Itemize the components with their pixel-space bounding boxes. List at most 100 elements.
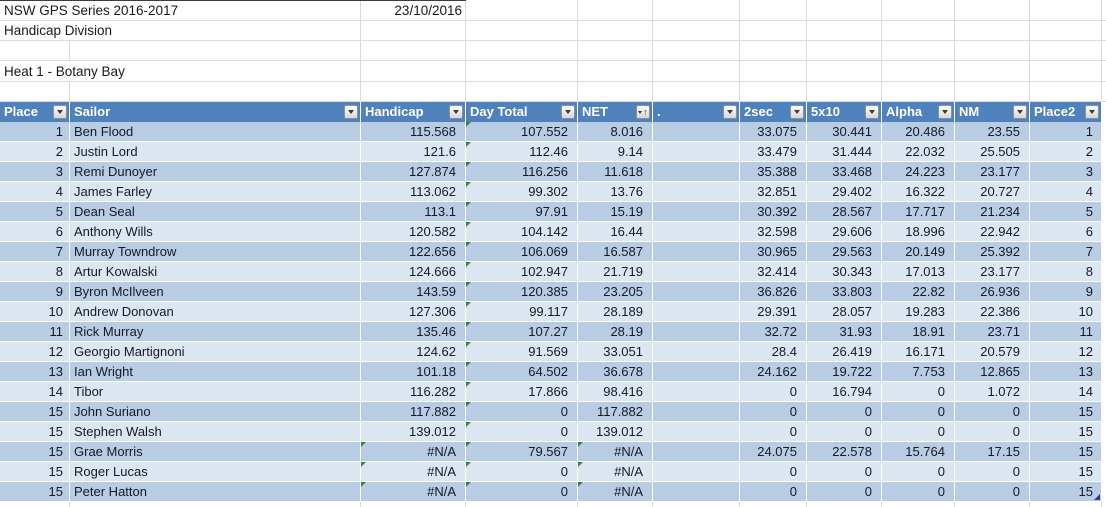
cell-empty[interactable]	[578, 61, 653, 81]
cell-place[interactable]: 12	[0, 342, 70, 362]
cell-empty[interactable]	[466, 82, 578, 101]
cell-alpha[interactable]: 16.171	[882, 342, 955, 362]
cell-handicap[interactable]: #N/A	[361, 442, 466, 462]
cell-empty[interactable]	[882, 82, 955, 101]
cell-dot[interactable]	[653, 362, 740, 382]
cell-empty[interactable]	[466, 61, 578, 81]
cell-sec2[interactable]: 0	[740, 422, 807, 442]
cell-place[interactable]: 15	[0, 442, 70, 462]
cell-alpha[interactable]: 18.996	[882, 222, 955, 242]
cell-dot[interactable]	[653, 122, 740, 142]
cell-x5[interactable]: 29.563	[807, 242, 882, 262]
cell-net[interactable]: 117.882	[578, 402, 653, 422]
report-date-cell[interactable]: 23/10/2016	[361, 0, 466, 20]
cell-empty[interactable]	[807, 41, 882, 60]
filter-button-sailor[interactable]	[344, 105, 358, 119]
cell-alpha[interactable]: 22.032	[882, 142, 955, 162]
cell-handicap[interactable]: 127.306	[361, 302, 466, 322]
cell-alpha[interactable]: 22.82	[882, 282, 955, 302]
cell-empty[interactable]	[70, 82, 361, 101]
cell-net[interactable]: #N/A	[578, 442, 653, 462]
cell-x5[interactable]: 0	[807, 402, 882, 422]
cell-day_total[interactable]: 0	[466, 402, 578, 422]
cell-place2[interactable]: 2	[1030, 142, 1102, 162]
cell-net[interactable]: 11.618	[578, 162, 653, 182]
cell-place[interactable]: 13	[0, 362, 70, 382]
cell-sailor[interactable]: Remi Dunoyer	[70, 162, 361, 182]
cell-empty[interactable]	[1030, 502, 1102, 507]
cell-day_total[interactable]: 106.069	[466, 242, 578, 262]
filter-button-handicap[interactable]	[449, 105, 463, 119]
cell-net[interactable]: 21.719	[578, 262, 653, 282]
cell-place2[interactable]: 15	[1030, 462, 1102, 482]
cell-sec2[interactable]: 33.479	[740, 142, 807, 162]
cell-empty[interactable]	[882, 61, 955, 81]
cell-place[interactable]: 10	[0, 302, 70, 322]
cell-empty[interactable]	[882, 0, 955, 20]
cell-place2[interactable]: 15	[1030, 442, 1102, 462]
cell-sec2[interactable]: 24.162	[740, 362, 807, 382]
report-title-cell[interactable]: NSW GPS Series 2016-2017	[0, 0, 361, 20]
cell-sec2[interactable]: 24.075	[740, 442, 807, 462]
cell-alpha[interactable]: 0	[882, 462, 955, 482]
cell-place2[interactable]: 9	[1030, 282, 1102, 302]
cell-place[interactable]: 6	[0, 222, 70, 242]
cell-dot[interactable]	[653, 142, 740, 162]
cell-day_total[interactable]: 120.385	[466, 282, 578, 302]
cell-nm[interactable]: 23.177	[955, 262, 1030, 282]
cell-nm[interactable]: 17.15	[955, 442, 1030, 462]
cell-empty[interactable]	[740, 21, 807, 40]
cell-nm[interactable]: 20.727	[955, 182, 1030, 202]
cell-place2[interactable]: 5	[1030, 202, 1102, 222]
cell-empty[interactable]	[361, 82, 466, 101]
cell-sailor[interactable]: Byron McIlveen	[70, 282, 361, 302]
cell-sailor[interactable]: Andrew Donovan	[70, 302, 361, 322]
cell-nm[interactable]: 20.579	[955, 342, 1030, 362]
cell-alpha[interactable]: 0	[882, 422, 955, 442]
cell-net[interactable]: 28.19	[578, 322, 653, 342]
cell-x5[interactable]: 0	[807, 422, 882, 442]
cell-place2[interactable]: 11	[1030, 322, 1102, 342]
cell-empty[interactable]	[1030, 41, 1102, 60]
cell-place[interactable]: 15	[0, 482, 70, 502]
cell-day_total[interactable]: 102.947	[466, 262, 578, 282]
cell-sec2[interactable]: 30.965	[740, 242, 807, 262]
cell-handicap[interactable]: 115.568	[361, 122, 466, 142]
cell-alpha[interactable]: 0	[882, 482, 955, 502]
cell-empty[interactable]	[955, 502, 1030, 507]
cell-alpha[interactable]: 24.223	[882, 162, 955, 182]
cell-x5[interactable]: 33.803	[807, 282, 882, 302]
cell-sailor[interactable]: Artur Kowalski	[70, 262, 361, 282]
cell-net[interactable]: 28.189	[578, 302, 653, 322]
cell-day_total[interactable]: 0	[466, 462, 578, 482]
cell-sec2[interactable]: 32.414	[740, 262, 807, 282]
cell-handicap[interactable]: 135.46	[361, 322, 466, 342]
cell-alpha[interactable]: 17.717	[882, 202, 955, 222]
cell-empty[interactable]	[466, 0, 578, 20]
cell-alpha[interactable]: 15.764	[882, 442, 955, 462]
cell-empty[interactable]	[466, 502, 578, 507]
cell-dot[interactable]	[653, 242, 740, 262]
cell-nm[interactable]: 25.392	[955, 242, 1030, 262]
cell-place2[interactable]: 4	[1030, 182, 1102, 202]
cell-place2[interactable]: 1	[1030, 122, 1102, 142]
cell-alpha[interactable]: 20.486	[882, 122, 955, 142]
cell-sailor[interactable]: Peter Hatton	[70, 482, 361, 502]
cell-sailor[interactable]: Justin Lord	[70, 142, 361, 162]
cell-empty[interactable]	[740, 41, 807, 60]
cell-place[interactable]: 8	[0, 262, 70, 282]
cell-empty[interactable]	[807, 82, 882, 101]
cell-handicap[interactable]: #N/A	[361, 462, 466, 482]
cell-empty[interactable]	[361, 41, 466, 60]
cell-place[interactable]: 1	[0, 122, 70, 142]
cell-sec2[interactable]: 33.075	[740, 122, 807, 142]
cell-net[interactable]: 98.416	[578, 382, 653, 402]
cell-place[interactable]: 3	[0, 162, 70, 182]
cell-empty[interactable]	[1030, 82, 1102, 101]
cell-handicap[interactable]: 122.656	[361, 242, 466, 262]
cell-day_total[interactable]: 97.91	[466, 202, 578, 222]
cell-place2[interactable]: 15	[1030, 402, 1102, 422]
cell-dot[interactable]	[653, 302, 740, 322]
filter-button-alpha[interactable]	[938, 105, 952, 119]
cell-place[interactable]: 14	[0, 382, 70, 402]
